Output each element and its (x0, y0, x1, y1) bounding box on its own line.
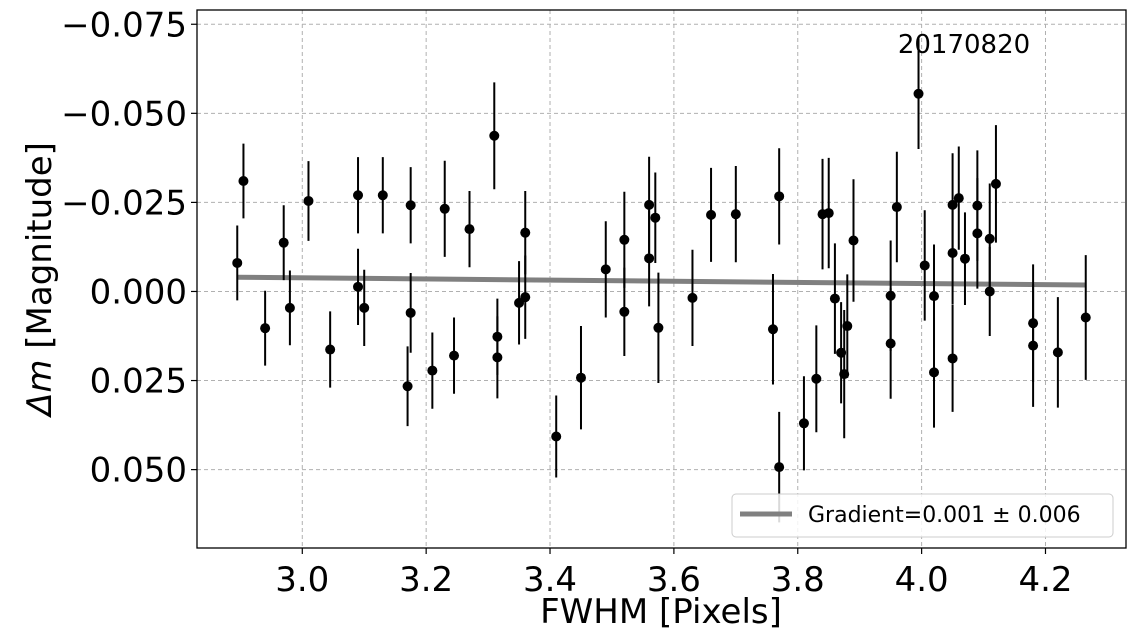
data-point (1080, 312, 1091, 323)
data-point (798, 418, 809, 429)
data-point (353, 190, 364, 201)
data-point (644, 199, 655, 210)
data-point (650, 212, 661, 223)
data-point (405, 200, 416, 211)
x-axis-title: FWHM [Pixels] (540, 592, 782, 632)
data-point (464, 224, 475, 235)
data-point (730, 209, 741, 220)
data-point (829, 293, 840, 304)
data-point (842, 321, 853, 332)
data-point (919, 260, 930, 271)
data-point (489, 130, 500, 141)
y-tick-label: 0.000 (90, 272, 187, 312)
x-tick-label: 3.6 (647, 560, 701, 600)
x-tick-label: 3.4 (523, 560, 577, 600)
data-point (929, 291, 940, 302)
data-point (492, 352, 503, 363)
date-annotation: 20170820 (898, 30, 1030, 60)
data-point (619, 234, 630, 245)
x-tick-label: 4.2 (1018, 560, 1072, 600)
plot-frame (196, 9, 1127, 549)
y-axis-unit: [Magnitude] (20, 142, 60, 359)
data-point (551, 431, 562, 442)
data-point (238, 176, 249, 187)
data-point (774, 191, 785, 202)
legend: Gradient=0.001 ± 0.006 (731, 493, 1114, 538)
y-axis-symbol: Δm (20, 360, 60, 419)
axis-ticks: 3.0 3.2 3.4 3.6 3.8 4.0 4.2 −0.075 −0.050 −0.025 0… (61, 5, 1072, 600)
legend-box (731, 493, 1114, 538)
x-tick-label: 3.2 (399, 560, 453, 600)
data-point (891, 202, 902, 213)
data-points (232, 38, 1091, 523)
data-point (575, 372, 586, 383)
data-point (811, 373, 822, 384)
data-point (972, 228, 983, 239)
data-point (1028, 340, 1039, 351)
data-point (232, 257, 243, 268)
legend-fit-label: Gradient=0.001 ± 0.006 (808, 503, 1081, 528)
data-point (990, 178, 1001, 189)
data-point (600, 264, 611, 275)
data-point (439, 203, 450, 214)
data-point (644, 253, 655, 264)
fit-layer (237, 274, 1086, 288)
data-point (1052, 347, 1063, 358)
x-tick-label: 4.0 (895, 560, 949, 600)
data-point (303, 195, 314, 206)
data-point (353, 281, 364, 292)
data-point (619, 306, 630, 317)
data-point (260, 323, 271, 334)
data-point (913, 88, 924, 99)
y-tick-label: −0.075 (61, 5, 187, 45)
data-point (984, 286, 995, 297)
data-point (278, 237, 289, 248)
x-tick-label: 3.0 (275, 560, 329, 600)
y-tick-label: 0.025 (90, 362, 187, 402)
data-point (947, 353, 958, 364)
data-point (929, 367, 940, 378)
data-point (959, 253, 970, 264)
data-point (687, 292, 698, 303)
y-tick-label: −0.050 (61, 94, 187, 134)
x-tick-label: 3.8 (771, 560, 825, 600)
y-axis-title: Δm [Magnitude] (20, 142, 60, 419)
data-point (449, 350, 460, 361)
y-tick-label: −0.025 (61, 183, 187, 223)
data-point (984, 233, 995, 244)
data-point (359, 302, 370, 313)
fit-line (237, 274, 1086, 288)
data-point (885, 338, 896, 349)
data-point (405, 307, 416, 318)
data-point (953, 193, 964, 204)
data-point (774, 462, 785, 473)
data-point (947, 247, 958, 258)
data-point (520, 292, 531, 303)
data-point (767, 324, 778, 335)
data-point (653, 322, 664, 333)
data-point (402, 381, 413, 392)
data-point (427, 365, 438, 376)
data-point (325, 344, 336, 355)
data-point (520, 227, 531, 238)
y-tick-label: 0.050 (90, 451, 187, 491)
data-point (823, 208, 834, 219)
data-point (284, 302, 295, 313)
data-point (848, 235, 859, 246)
data-point (377, 190, 388, 201)
data-point (706, 209, 717, 220)
